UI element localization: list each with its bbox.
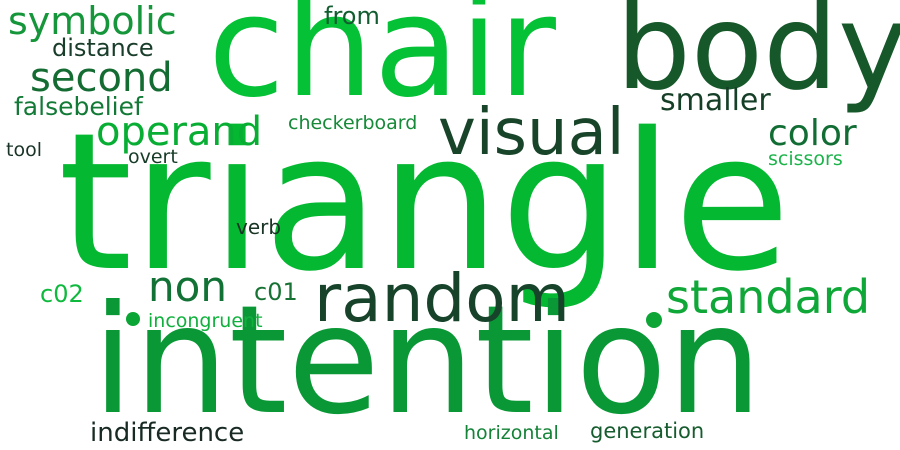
word-standard: standard (666, 270, 871, 324)
word-falsebelief: falsebelief (14, 92, 143, 121)
word-verb: verb (236, 215, 282, 239)
word-c02: c02 (40, 280, 84, 308)
word-indifference: indifference (90, 418, 245, 448)
word-chair: chair (208, 0, 556, 129)
word-generation: generation (590, 419, 705, 443)
word-symbolic: symbolic (8, 0, 177, 43)
word-operand: operand (96, 109, 263, 155)
word-overt: overt (128, 146, 178, 168)
word-tool: tool (6, 139, 42, 161)
word-smaller: smaller (660, 83, 771, 118)
word-incongruent: incongruent (148, 310, 263, 332)
word-distance: distance (52, 34, 154, 62)
word-random: random (314, 260, 570, 337)
word-visual: visual (438, 96, 625, 170)
word-intention: intention (92, 274, 763, 448)
word-from: from (324, 2, 380, 30)
word-color: color (768, 113, 857, 154)
word-second: second (30, 55, 173, 101)
dot-marker (646, 312, 662, 328)
word-scissors: scissors (768, 148, 843, 170)
word-horizontal: horizontal (464, 422, 559, 444)
word-triangle: triangle (58, 92, 791, 313)
word-non: non (148, 262, 227, 311)
word-checkerboard: checkerboard (288, 112, 418, 134)
word-c01: c01 (254, 278, 298, 306)
word-body: body (616, 0, 900, 116)
dot-marker (126, 312, 140, 326)
